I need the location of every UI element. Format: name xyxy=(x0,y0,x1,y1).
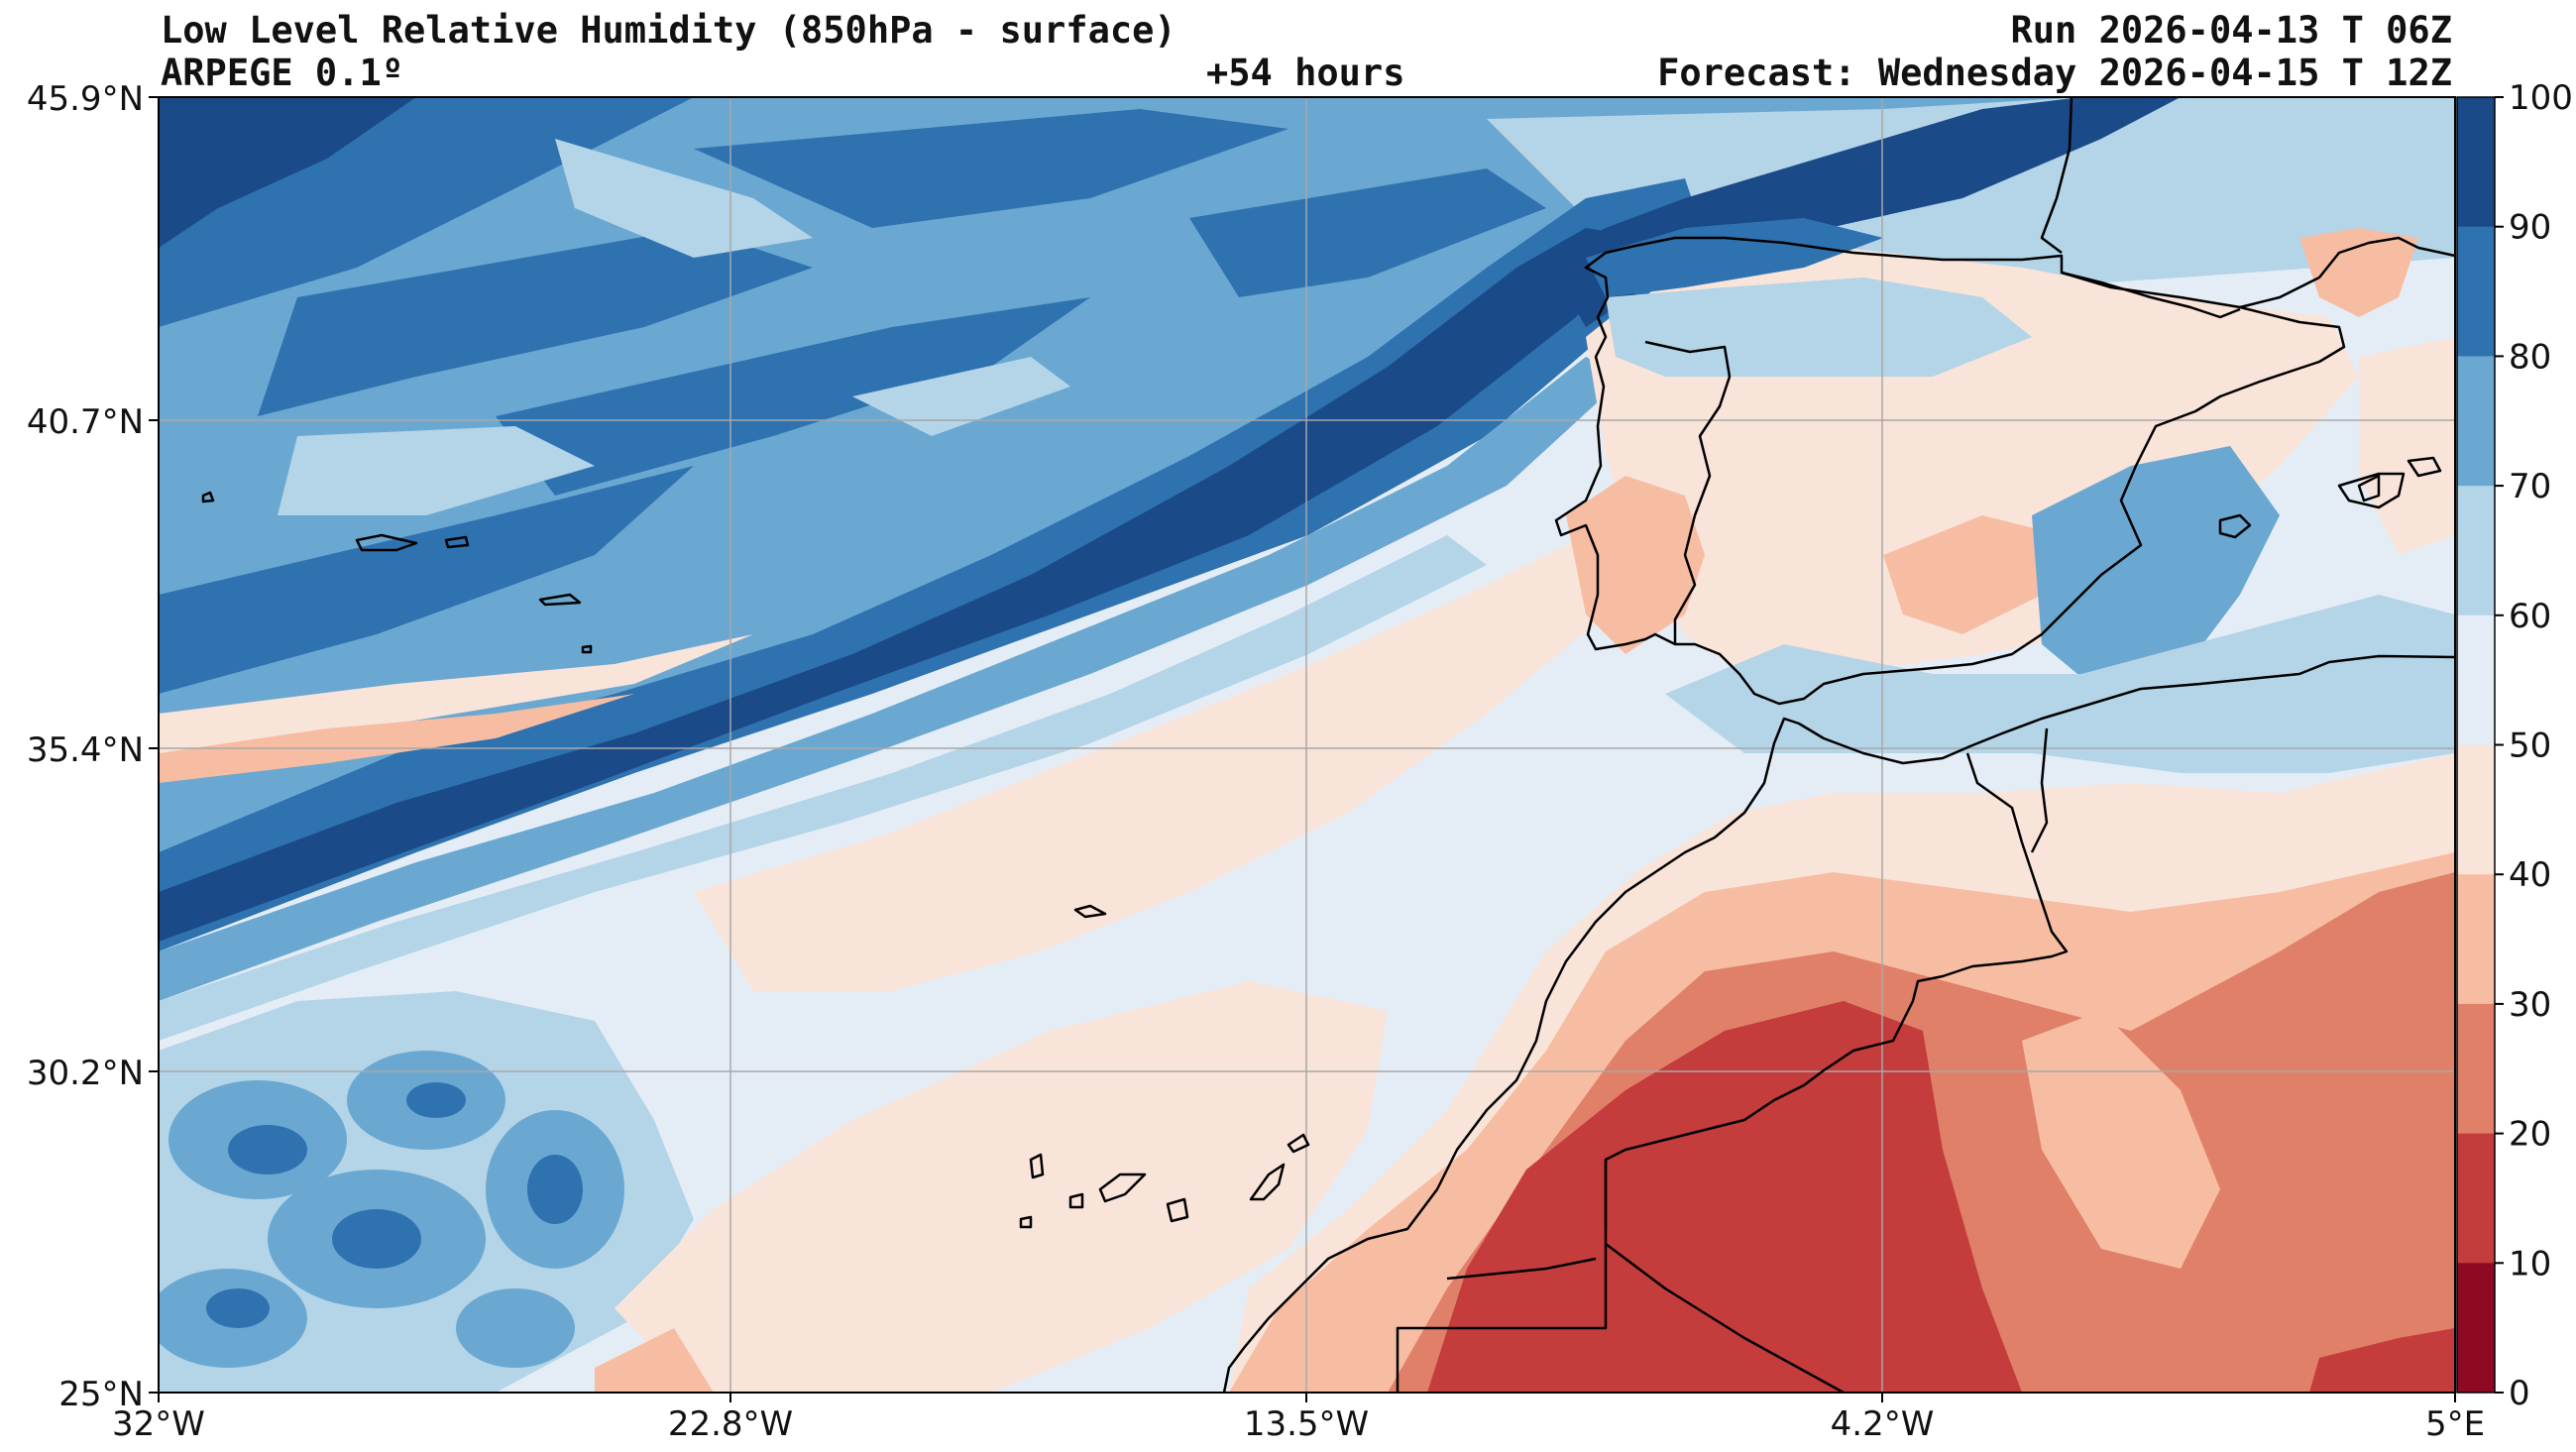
colorbar-swatch xyxy=(2457,1133,2495,1264)
field-dry-band-west xyxy=(159,694,634,783)
coast-canary-1 xyxy=(1029,1153,1045,1179)
colorbar-tick-label: 60 xyxy=(2509,597,2551,636)
coast-azores-2 xyxy=(444,535,470,549)
field-iberia-dry2 xyxy=(1883,515,2062,634)
coast-canary-7 xyxy=(1287,1133,1310,1154)
border-algeria-tunisia xyxy=(2030,727,2049,853)
field-med-moist xyxy=(2032,446,2280,694)
field-med-band xyxy=(1665,595,2455,773)
forecast-time: Forecast: Wednesday 2026-04-15 T 12Z xyxy=(1657,52,2452,94)
field-africa-east-10-20 xyxy=(2309,1328,2455,1393)
model-label: ARPEGE 0.1º xyxy=(161,52,404,94)
lead-time: +54 hours xyxy=(1206,52,1405,94)
lon-label: 22.8°W xyxy=(668,1404,793,1444)
colorbar-swatch xyxy=(2457,874,2495,1005)
coast-canary-6 xyxy=(1249,1163,1286,1201)
lat-label: 45.9°N xyxy=(27,79,144,119)
field-front-south-light xyxy=(159,535,1487,1041)
field-gulf-lion xyxy=(2299,228,2418,317)
field-africa-10-20 xyxy=(1427,1001,2022,1393)
lon-label: 13.5°W xyxy=(1244,1404,1369,1444)
lat-labels: 45.9°N 40.7°N 35.4°N 30.2°N 25°N xyxy=(27,79,144,1414)
coast-azores-1 xyxy=(355,533,418,552)
colorbar-swatch xyxy=(2457,356,2495,487)
border-france-spain xyxy=(2061,271,2241,319)
coast-canary-3 xyxy=(1068,1192,1084,1209)
colorbar-tick-label: 0 xyxy=(2509,1374,2530,1413)
coast-canary-2 xyxy=(1019,1215,1033,1229)
coastlines xyxy=(201,97,2455,1393)
coast-balearic-minorca xyxy=(2407,456,2442,478)
coast-gulf-lion xyxy=(2239,236,2455,309)
border-portugal xyxy=(1644,340,1732,644)
field-north-core xyxy=(1546,97,2181,327)
colorbar-swatch xyxy=(2457,1263,2495,1394)
colorbar-tick-label: 50 xyxy=(2509,726,2551,766)
colorbar-swatch xyxy=(2457,97,2495,228)
coast-canary-4 xyxy=(1098,1173,1147,1203)
field-africa-east-light xyxy=(2022,1011,2220,1269)
field-nw-corner xyxy=(159,97,416,248)
lon-label: 5°E xyxy=(2425,1404,2485,1444)
lat-label: 35.4°N xyxy=(27,730,144,770)
field-bay-biscay xyxy=(1586,218,1883,297)
field-portugal-dry xyxy=(1566,476,1705,654)
field-front-south xyxy=(159,357,1625,1001)
coast-corsica xyxy=(2357,474,2381,503)
coast-madeira xyxy=(1073,904,1107,919)
coast-france-north xyxy=(2040,97,2073,254)
field-front-core xyxy=(159,228,1645,942)
lon-label: 32°W xyxy=(112,1404,205,1444)
coast-sardinia xyxy=(2337,472,2406,509)
colorbar-tick-label: 20 xyxy=(2509,1115,2551,1155)
colorbar-swatch xyxy=(2457,486,2495,616)
coast-azores-3 xyxy=(538,593,582,607)
field-east-med-light xyxy=(2359,337,2455,555)
border-mauritania xyxy=(1605,1243,1845,1393)
colorbar-swatch xyxy=(2457,744,2495,875)
coast-azores-5 xyxy=(581,644,593,654)
field-north-iberia xyxy=(1606,278,2032,377)
colorbar-tick-label: 80 xyxy=(2509,337,2551,377)
colorbar-swatch xyxy=(2457,614,2495,745)
border-morocco-algeria xyxy=(1604,752,2069,1229)
coast-balearic-mallorca xyxy=(2218,513,2252,539)
colorbar-swatch xyxy=(2457,1003,2495,1135)
graticule xyxy=(159,97,2455,1393)
field-front-outer xyxy=(159,178,1705,951)
lon-label: 4.2°W xyxy=(1831,1404,1935,1444)
coast-azores-4 xyxy=(201,491,215,503)
field-dry-tongue xyxy=(694,535,1606,991)
field-nw-bands xyxy=(159,97,1546,694)
field-dry-southwest xyxy=(595,1328,714,1393)
border-western-sahara-north xyxy=(1446,1257,1597,1281)
colorbar-tick-label: 40 xyxy=(2509,855,2551,895)
colorbar-swatch xyxy=(2457,226,2495,357)
colorbar-tick-label: 30 xyxy=(2509,985,2551,1025)
run-time: Run 2026-04-13 T 06Z xyxy=(2010,9,2452,52)
colorbar-tick-label: 100 xyxy=(2509,78,2573,118)
axis-ticks xyxy=(149,96,2456,1402)
coast-canary-5 xyxy=(1166,1197,1189,1223)
colorbar-tick-label: 90 xyxy=(2509,208,2551,248)
coast-iberia xyxy=(1554,236,2346,706)
coast-north-africa xyxy=(1222,654,2455,1393)
colorbar-tick-label: 70 xyxy=(2509,467,2551,506)
field-dry-south xyxy=(615,981,1388,1393)
humidity-field xyxy=(159,97,2455,1393)
colorbar-tick-label: 10 xyxy=(2509,1244,2551,1284)
map-title: Low Level Relative Humidity (850hPa - su… xyxy=(161,9,1176,52)
lat-label: 30.2°N xyxy=(27,1054,144,1093)
lat-label: 25°N xyxy=(58,1375,144,1414)
lat-label: 40.7°N xyxy=(27,402,144,442)
lon-labels: 32°W 22.8°W 13.5°W 4.2°W 5°E xyxy=(112,1404,2485,1444)
field-sw-cells-dark xyxy=(206,1082,583,1328)
